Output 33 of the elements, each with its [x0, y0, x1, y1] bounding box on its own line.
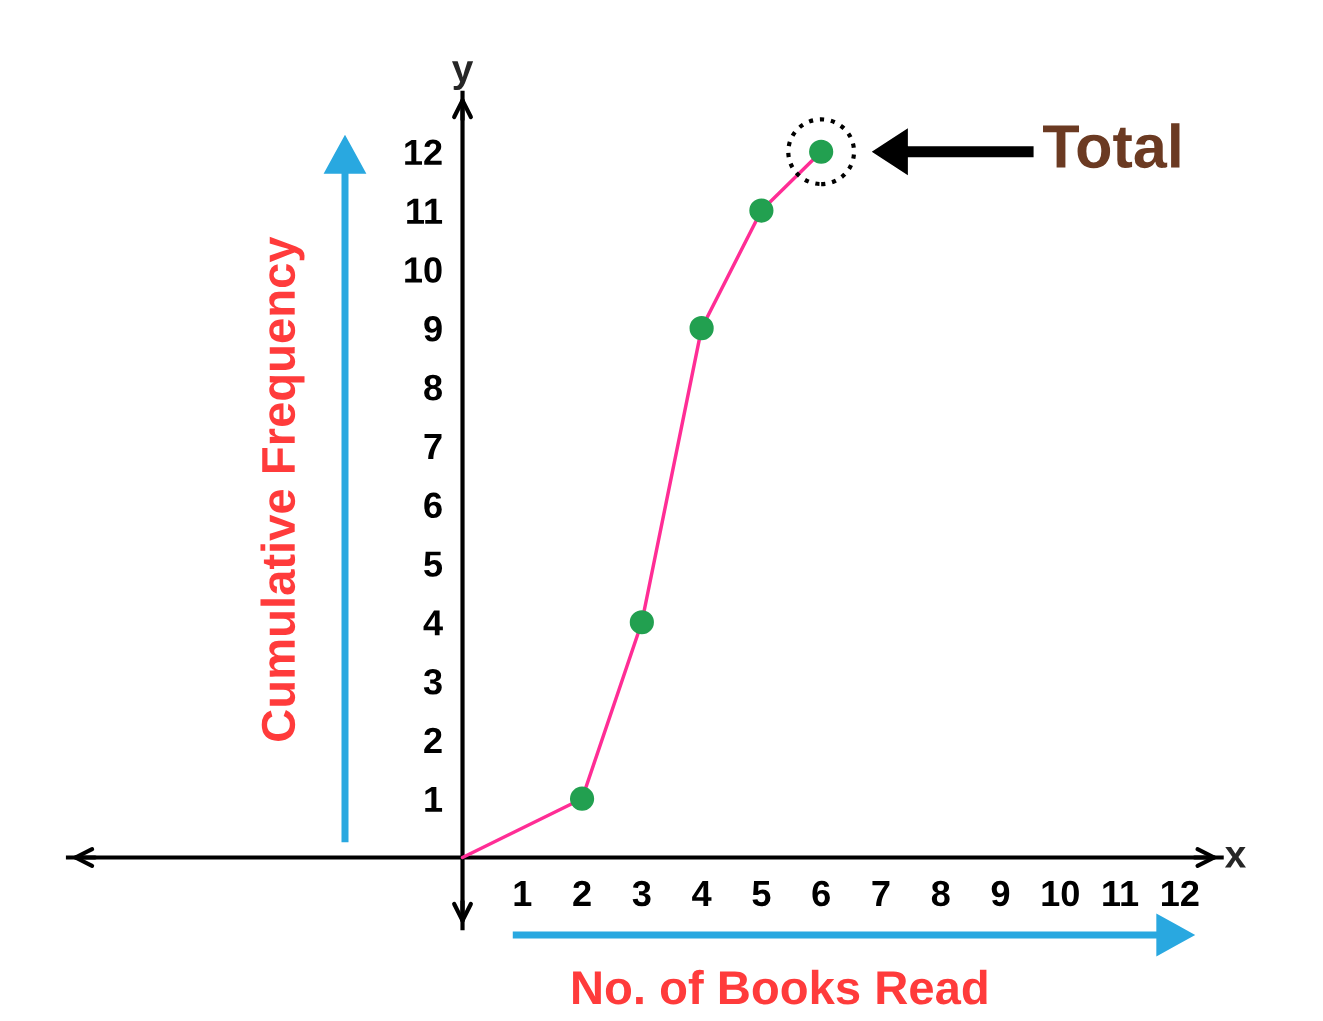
x-tick-label: 7 [872, 881, 890, 906]
y-axis-title: Cumulative Frequency [260, 236, 305, 741]
y-tick-label: 10 [405, 257, 442, 283]
y-tick-label: 9 [424, 316, 442, 342]
point [569, 786, 595, 811]
point [629, 610, 654, 635]
point [749, 198, 774, 223]
y-tick-label: 11 [407, 198, 443, 224]
y-tick-label: 8 [424, 374, 442, 401]
x-tick-label: 8 [931, 880, 950, 907]
x-tick-label: 10 [1042, 880, 1079, 907]
x-tick-label: 2 [573, 880, 591, 906]
y-tick-label: 6 [424, 492, 442, 519]
text: y [452, 61, 474, 90]
y-tick-label: 12 [405, 139, 442, 165]
point [689, 316, 714, 341]
x-tick-label: 6 [812, 880, 830, 907]
y-tick-label: 2 [424, 727, 442, 753]
x-axis-title: No. of Books Read [573, 969, 987, 1005]
y-tick-label: 1 [425, 786, 443, 812]
annotation: Total [1043, 123, 1180, 169]
y-tick-label: 4 [423, 610, 443, 636]
y-tick-label: 5 [424, 551, 443, 577]
x-tick-label: 1 [514, 881, 532, 906]
x-tick-label: 12 [1162, 880, 1199, 906]
text: x [1224, 847, 1246, 868]
x-tick-label: 4 [692, 881, 712, 906]
y-tick-label: 7 [424, 434, 442, 459]
x-tick-label: 5 [752, 881, 771, 907]
x-tick-label: 3 [632, 880, 651, 907]
x-tick-label: 11 [1103, 881, 1139, 906]
y-tick-label: 3 [423, 668, 442, 695]
x-tick-label: 9 [991, 880, 1010, 907]
